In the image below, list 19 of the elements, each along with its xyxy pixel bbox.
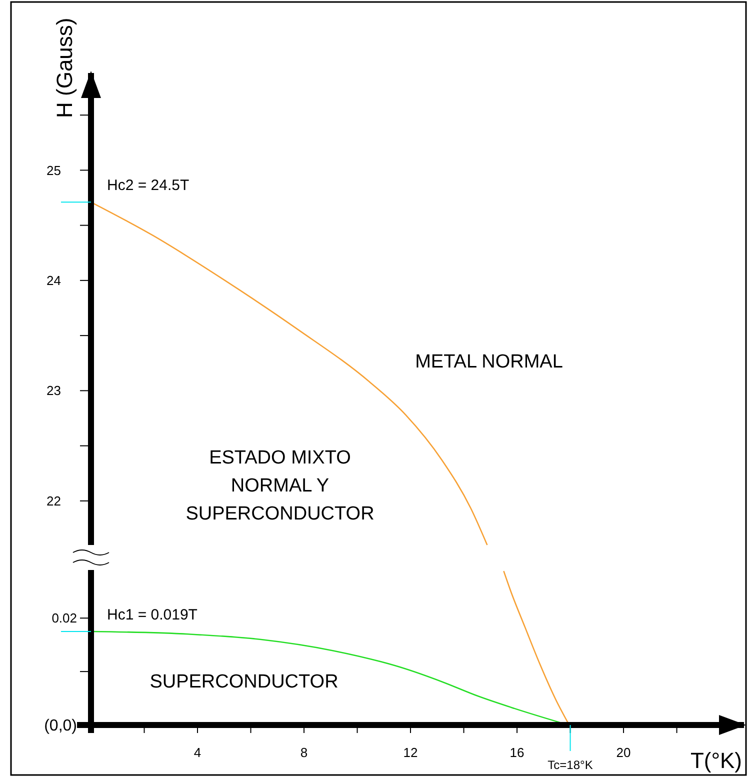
y-tick-label: (0,0) [44,718,77,735]
x-tick-label: 4 [194,745,202,760]
y-tick-label: 0.02 [52,610,77,626]
y-axis-title: H (Gauss) [52,18,77,118]
x-tick-label: 16 [510,745,524,760]
annotation: Hc1 = 0.019T [107,606,198,624]
y-tick-label: 23 [46,383,61,398]
y-tick-label: 22 [46,493,61,508]
y-tick-label: 25 [46,162,61,178]
annotation: ESTADO MIXTO NORMAL Y SUPERCONDUCTOR [186,448,374,525]
annotation: METAL NORMAL [415,352,563,373]
ref-line-label: Tc=18°K [548,758,593,772]
y-tick-label: 24 [46,272,61,288]
annotation: Hc2 = 24.5T [107,177,190,194]
x-tick-label: 8 [300,745,308,760]
x-tick-label: 20 [616,745,631,760]
x-axis-title: T(°K) [690,748,742,773]
x-tick-label: 12 [403,745,418,760]
annotation: SUPERCONDUCTOR [150,672,338,693]
